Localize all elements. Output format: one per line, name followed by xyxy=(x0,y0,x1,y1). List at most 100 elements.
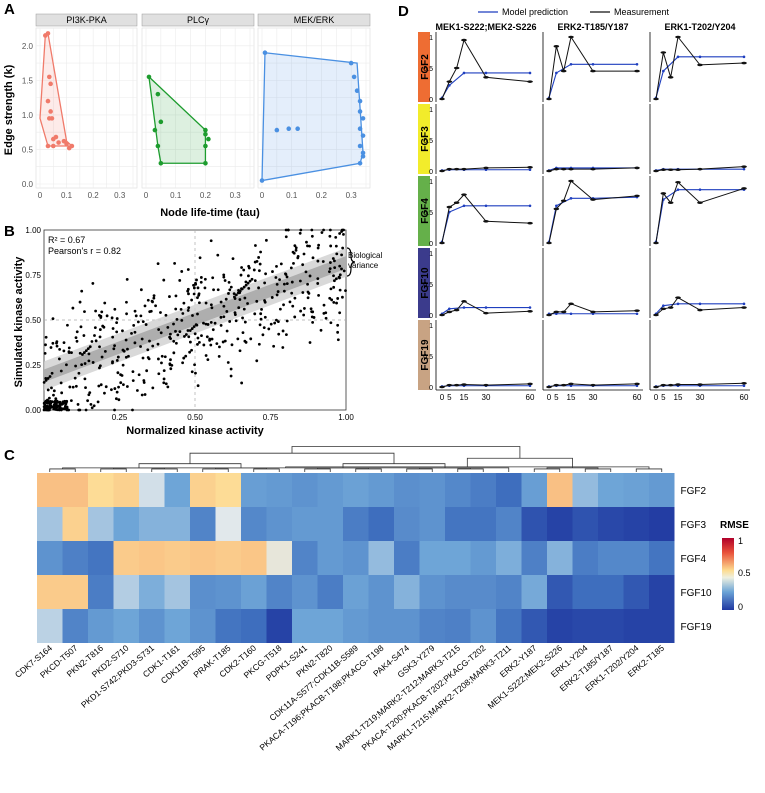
heatmap-cell xyxy=(547,609,573,643)
measure-point xyxy=(560,69,567,73)
data-point xyxy=(103,350,107,353)
data-point xyxy=(135,389,139,392)
data-point xyxy=(269,322,273,326)
data-point xyxy=(97,313,101,317)
heatmap-cell xyxy=(368,575,394,609)
x-tick-label: 0.3 xyxy=(114,191,126,200)
data-point xyxy=(200,334,203,338)
data-point xyxy=(103,301,107,305)
y-tick-label: 0 xyxy=(429,241,433,248)
data-point xyxy=(71,306,75,310)
data-point xyxy=(257,342,261,346)
x-tick-label: 60 xyxy=(526,393,535,402)
heatmap-cell xyxy=(547,575,573,609)
data-point xyxy=(258,262,262,266)
data-point xyxy=(205,335,209,339)
data-point xyxy=(77,408,81,412)
heatmap-cell xyxy=(139,541,165,575)
x-tick-label: 0.1 xyxy=(286,191,298,200)
data-point xyxy=(140,337,144,341)
data-point xyxy=(306,282,309,286)
heatmap-cell xyxy=(113,609,139,643)
data-point xyxy=(247,274,250,278)
measure-point xyxy=(446,167,453,171)
heatmap-cell xyxy=(598,507,624,541)
data-point xyxy=(360,154,366,159)
data-point xyxy=(242,285,246,289)
heatmap-cell xyxy=(37,541,63,575)
data-point xyxy=(59,408,63,412)
y-tick-label: 0 xyxy=(429,385,433,392)
data-point xyxy=(184,333,188,336)
y-tick-label: 0 xyxy=(429,313,433,320)
hull-mek/erk xyxy=(261,52,364,182)
heatmap-cell xyxy=(445,609,471,643)
measure-point xyxy=(527,382,533,386)
data-point xyxy=(219,323,223,327)
panel-d-grid: MEK1-S222;MEK2-S226 ERK2-T185/Y187 ERK1-T2… xyxy=(418,22,750,402)
data-point xyxy=(54,402,58,406)
data-point xyxy=(47,74,52,80)
data-point xyxy=(246,302,249,305)
data-point xyxy=(284,228,288,232)
data-point xyxy=(110,388,113,392)
measure-point xyxy=(697,63,703,67)
data-point xyxy=(329,287,333,291)
data-point xyxy=(48,109,53,114)
data-point xyxy=(262,50,268,56)
data-point xyxy=(74,384,78,388)
data-point xyxy=(162,369,166,373)
heatmap-cell xyxy=(470,609,496,643)
data-point xyxy=(336,330,340,334)
data-point xyxy=(336,338,340,342)
heatmap-cell xyxy=(598,609,624,643)
data-point xyxy=(244,283,248,287)
measure-point xyxy=(553,167,560,171)
data-point xyxy=(212,288,215,292)
y-tick-label: 1.0 xyxy=(22,111,34,120)
dendrogram-branch xyxy=(151,468,178,472)
data-point xyxy=(66,145,72,151)
heatmap-cell xyxy=(292,541,318,575)
data-point xyxy=(344,289,347,293)
data-point xyxy=(136,320,140,324)
heatmap-cell xyxy=(88,473,114,507)
data-point xyxy=(45,143,51,149)
data-point xyxy=(49,116,55,121)
data-point xyxy=(311,320,315,324)
x-tick-label: 15 xyxy=(460,393,469,402)
data-point xyxy=(259,317,263,321)
data-point xyxy=(149,309,153,313)
data-point xyxy=(121,363,125,367)
data-point xyxy=(360,133,366,138)
heatmap-cell xyxy=(598,541,624,575)
measure-point xyxy=(439,313,445,317)
data-point xyxy=(59,369,63,373)
data-point xyxy=(152,296,156,300)
data-point xyxy=(204,322,208,326)
y-tick-label: 0 xyxy=(429,97,433,104)
data-point xyxy=(223,279,227,282)
heatmap-cell xyxy=(317,507,343,541)
data-point xyxy=(255,359,259,363)
heatmap-cell xyxy=(62,541,88,575)
facet-strip xyxy=(257,13,371,27)
data-point xyxy=(298,279,302,283)
data-point xyxy=(308,244,311,248)
heatmap-cell xyxy=(215,473,241,507)
x-tick-label: 0.2 xyxy=(88,191,100,200)
data-point xyxy=(301,291,305,294)
heatmap-cell xyxy=(394,609,420,643)
data-point xyxy=(243,320,247,324)
model-point xyxy=(676,55,680,59)
data-point xyxy=(228,320,232,323)
model-point xyxy=(448,307,451,311)
heatmap-cell xyxy=(164,541,190,575)
heatmap-cell xyxy=(496,575,522,609)
measure-point xyxy=(546,385,552,389)
measure-point xyxy=(741,165,747,168)
data-point xyxy=(111,335,115,339)
x-tick-label: 0.2 xyxy=(200,191,212,200)
data-point xyxy=(159,311,162,314)
data-point xyxy=(322,303,326,307)
